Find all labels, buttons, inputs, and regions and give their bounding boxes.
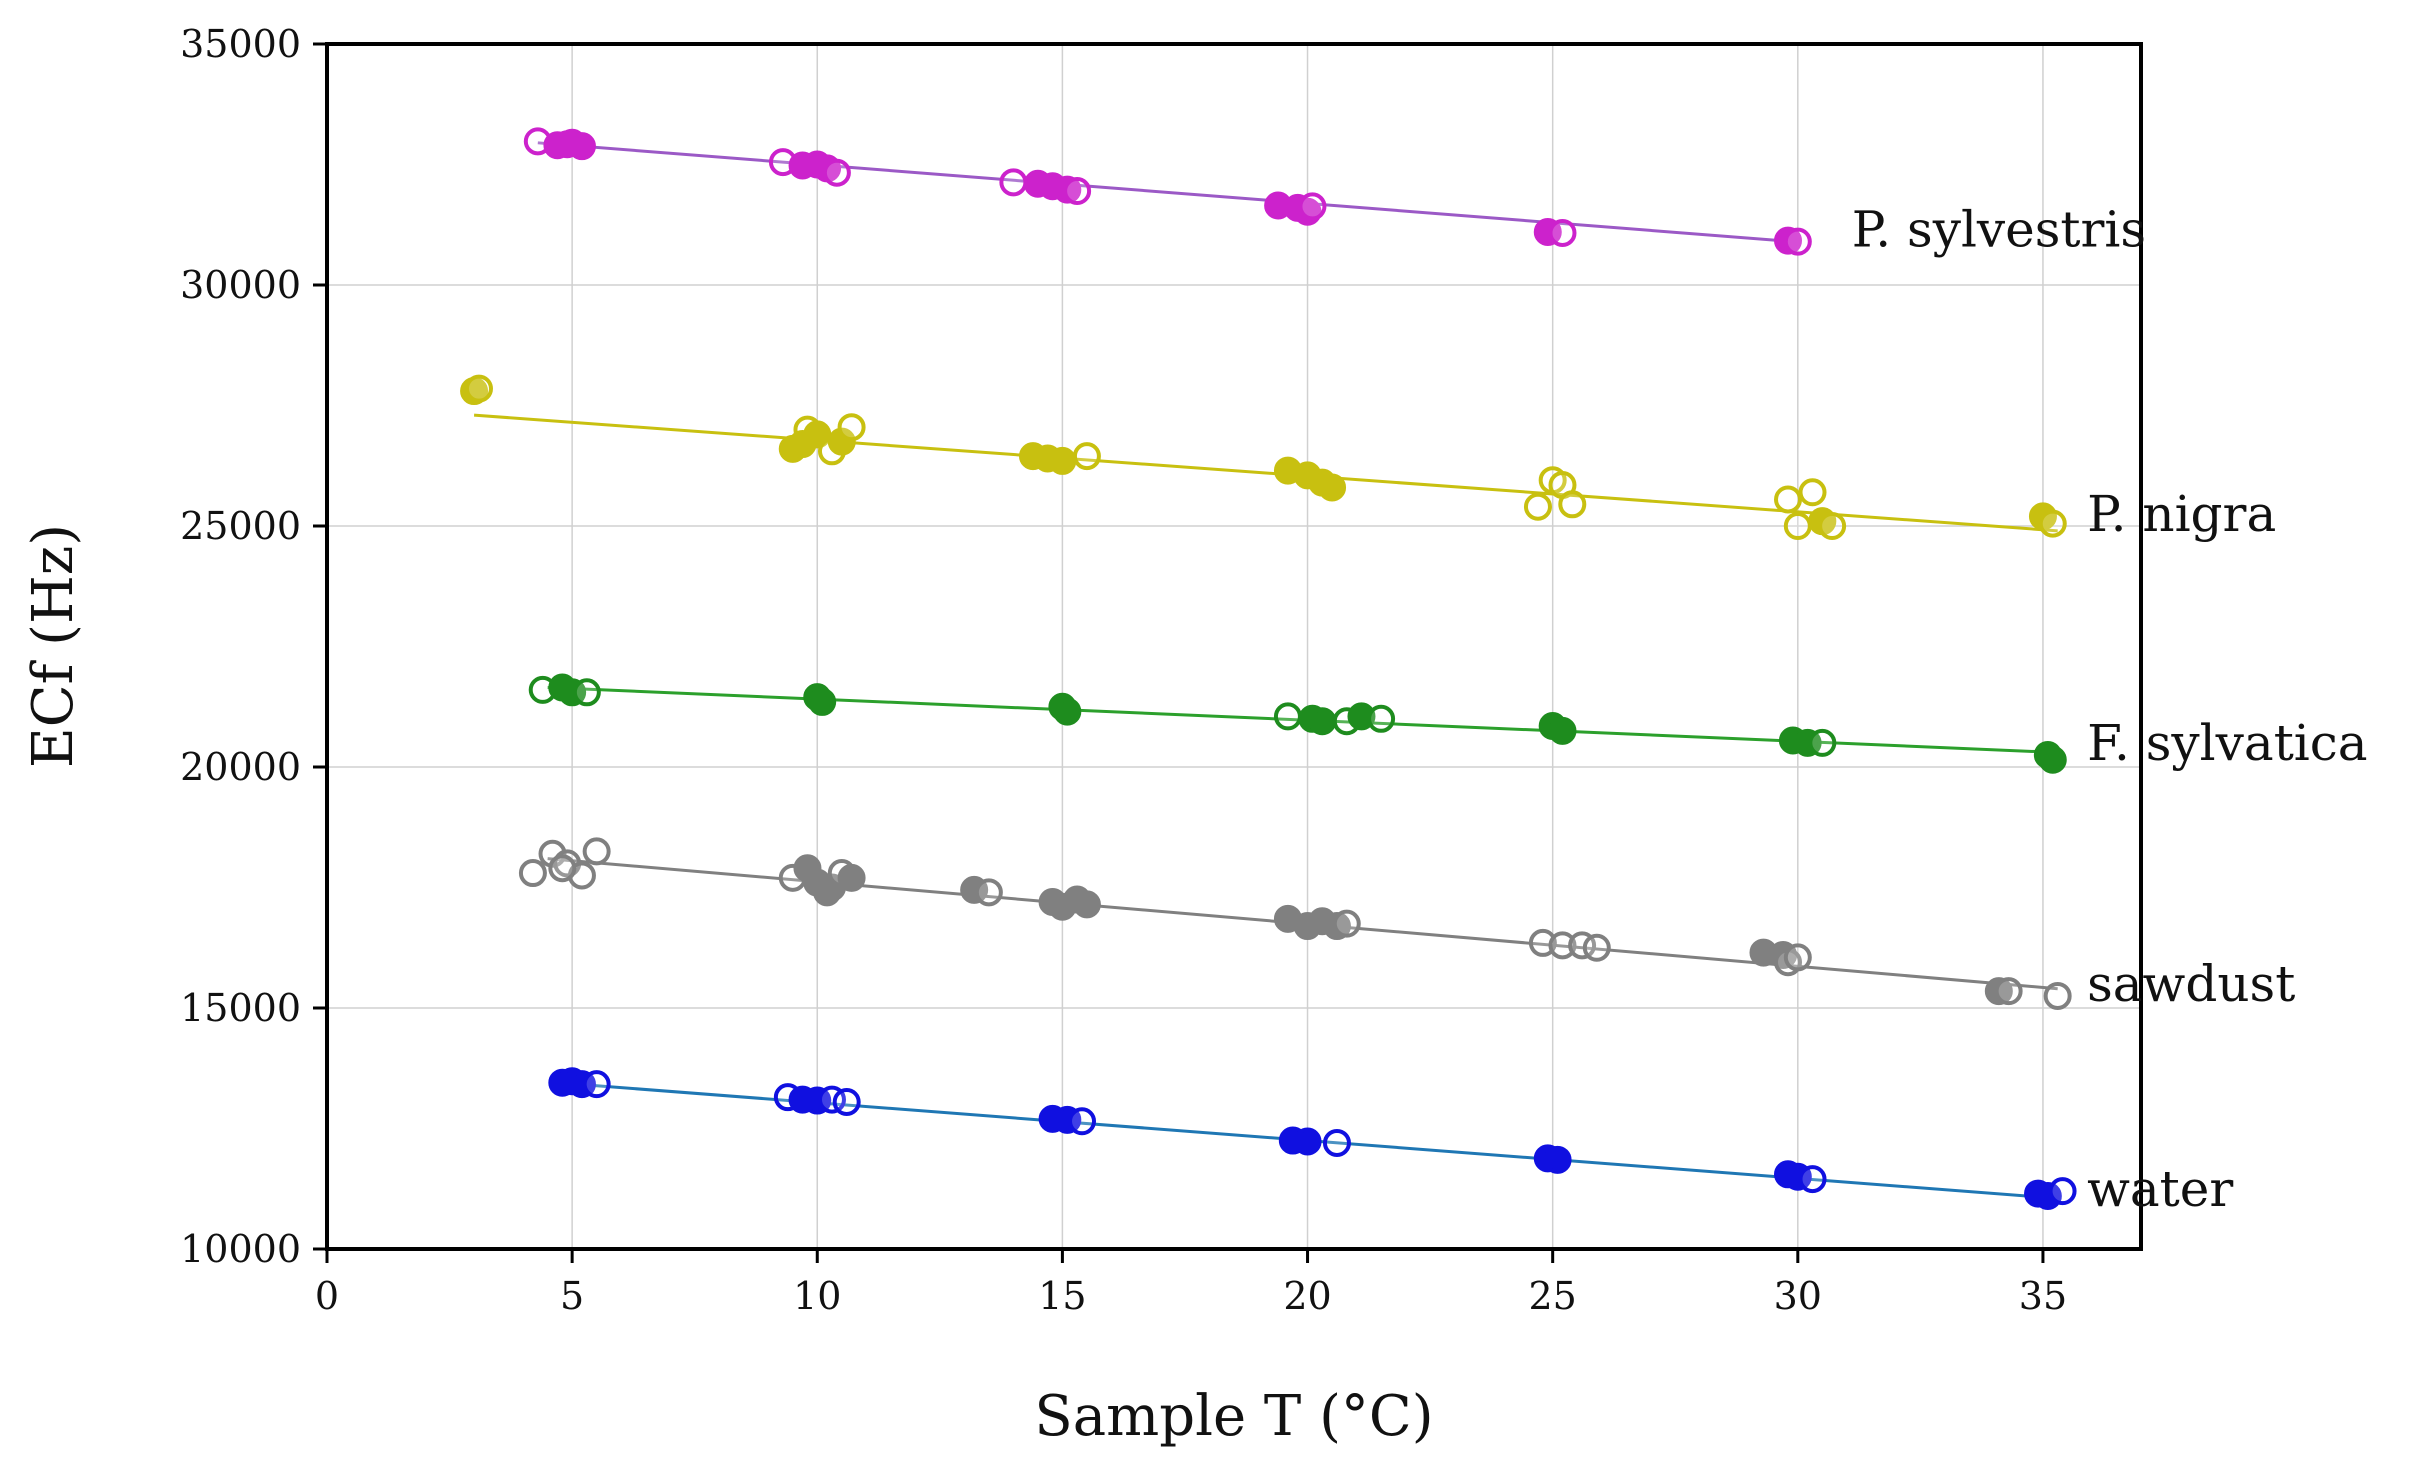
data-point-f-sylvatica	[1548, 716, 1577, 745]
data-point-water	[832, 1087, 861, 1116]
fit-lines	[473, 141, 2058, 1200]
x-tick-label: 5	[560, 1274, 584, 1318]
x-axis-label: Sample T (°C)	[1034, 1384, 1433, 1449]
plot-frame	[325, 42, 2143, 1251]
data-point-sawdust	[582, 837, 611, 866]
data-point-p-sylvestris	[1063, 177, 1092, 206]
data-point-sawdust	[1548, 931, 1577, 960]
series-label-f-sylvatica: F. sylvatica	[2087, 714, 2368, 772]
data-point-sawdust	[1072, 890, 1101, 919]
data-point-p-nigra	[1818, 512, 1847, 540]
y-tick-label: 30000	[180, 263, 301, 307]
data-point-sawdust	[1582, 933, 1611, 962]
data-point-water	[1293, 1127, 1322, 1156]
data-point-sawdust	[548, 854, 577, 883]
data-point-p-nigra	[1798, 478, 1827, 507]
data-point-f-sylvatica	[572, 678, 601, 707]
data-point-p-sylvestris	[1774, 226, 1803, 255]
data-point-p-sylvestris	[1548, 218, 1577, 247]
data-point-water	[1068, 1107, 1097, 1136]
x-tick-label: 35	[2019, 1274, 2067, 1318]
fit-line-p-sylvestris	[537, 141, 1794, 244]
data-point-p-sylvestris	[1298, 192, 1327, 221]
x-tick-label: 20	[1283, 1274, 1331, 1318]
data-point-p-sylvestris	[1053, 175, 1082, 204]
x-tick-label: 10	[793, 1274, 841, 1318]
data-point-f-sylvatica	[1808, 728, 1837, 757]
data-point-sawdust	[974, 878, 1003, 907]
x-tick-label: 15	[1038, 1274, 1086, 1318]
data-point-p-nigra	[1783, 512, 1812, 540]
y-tick-label: 25000	[180, 504, 301, 548]
data-point-p-nigra	[1523, 492, 1552, 521]
data-point-sawdust	[1332, 909, 1361, 938]
data-point-p-sylvestris	[822, 158, 851, 187]
data-points	[460, 127, 2077, 1210]
data-point-p-sylvestris	[1783, 227, 1812, 256]
data-point-p-nigra	[1048, 446, 1077, 475]
y-tick-label: 10000	[180, 1227, 301, 1271]
data-point-p-nigra	[2038, 509, 2067, 538]
data-point-p-sylvestris	[553, 130, 582, 159]
data-point-p-sylvestris	[999, 168, 1028, 197]
x-tick-label: 30	[1774, 1274, 1822, 1318]
data-point-f-sylvatica	[808, 687, 837, 716]
data-point-sawdust	[813, 878, 842, 907]
y-axis-label: ECf (Hz)	[21, 524, 86, 768]
data-point-sawdust	[837, 863, 866, 892]
data-point-sawdust	[1528, 928, 1557, 957]
axis-ticks: 0 5 10 15 20 25 30 35 10000 15000 20000 25000 30000 3…	[180, 22, 2067, 1318]
y-tick-label: 35000	[180, 22, 301, 66]
series-label-p-sylvestris: P. sylvestris	[1852, 201, 2146, 259]
data-point-p-nigra	[1072, 442, 1101, 471]
data-point-f-sylvatica	[2038, 745, 2067, 774]
data-point-water	[1322, 1128, 1351, 1157]
data-point-p-nigra	[1774, 485, 1803, 514]
data-point-p-nigra	[1318, 473, 1347, 502]
data-point-water	[2048, 1177, 2077, 1206]
data-point-water	[582, 1070, 611, 1099]
series-label-p-nigra: P. nigra	[2087, 485, 2276, 543]
data-point-p-nigra	[1558, 490, 1587, 519]
data-point-p-nigra	[788, 430, 817, 459]
data-point-f-sylvatica	[1308, 707, 1337, 736]
data-point-water	[1798, 1165, 1827, 1194]
series-label-sawdust: sawdust	[2087, 955, 2295, 1013]
data-point-sawdust	[1994, 977, 2023, 1006]
y-tick-label: 15000	[180, 986, 301, 1030]
y-tick-label: 20000	[180, 745, 301, 789]
data-point-f-sylvatica	[1347, 702, 1376, 731]
x-tick-label: 0	[315, 1274, 339, 1318]
x-tick-label: 25	[1528, 1274, 1576, 1318]
data-point-water	[1543, 1145, 1572, 1174]
data-point-f-sylvatica	[1367, 704, 1396, 733]
series-label-water: water	[2087, 1160, 2233, 1218]
data-point-f-sylvatica	[1053, 697, 1082, 726]
data-point-p-nigra	[464, 374, 493, 403]
series-labels: P. sylvestris P. nigra F. sylvatica sawdust…	[1852, 201, 2368, 1218]
data-point-sawdust	[518, 859, 547, 888]
data-point-sawdust	[1984, 977, 2013, 1006]
data-point-p-nigra	[837, 413, 866, 442]
data-point-f-sylvatica	[1273, 702, 1302, 731]
data-point-sawdust	[2043, 981, 2072, 1010]
data-point-sawdust	[1783, 943, 1812, 972]
